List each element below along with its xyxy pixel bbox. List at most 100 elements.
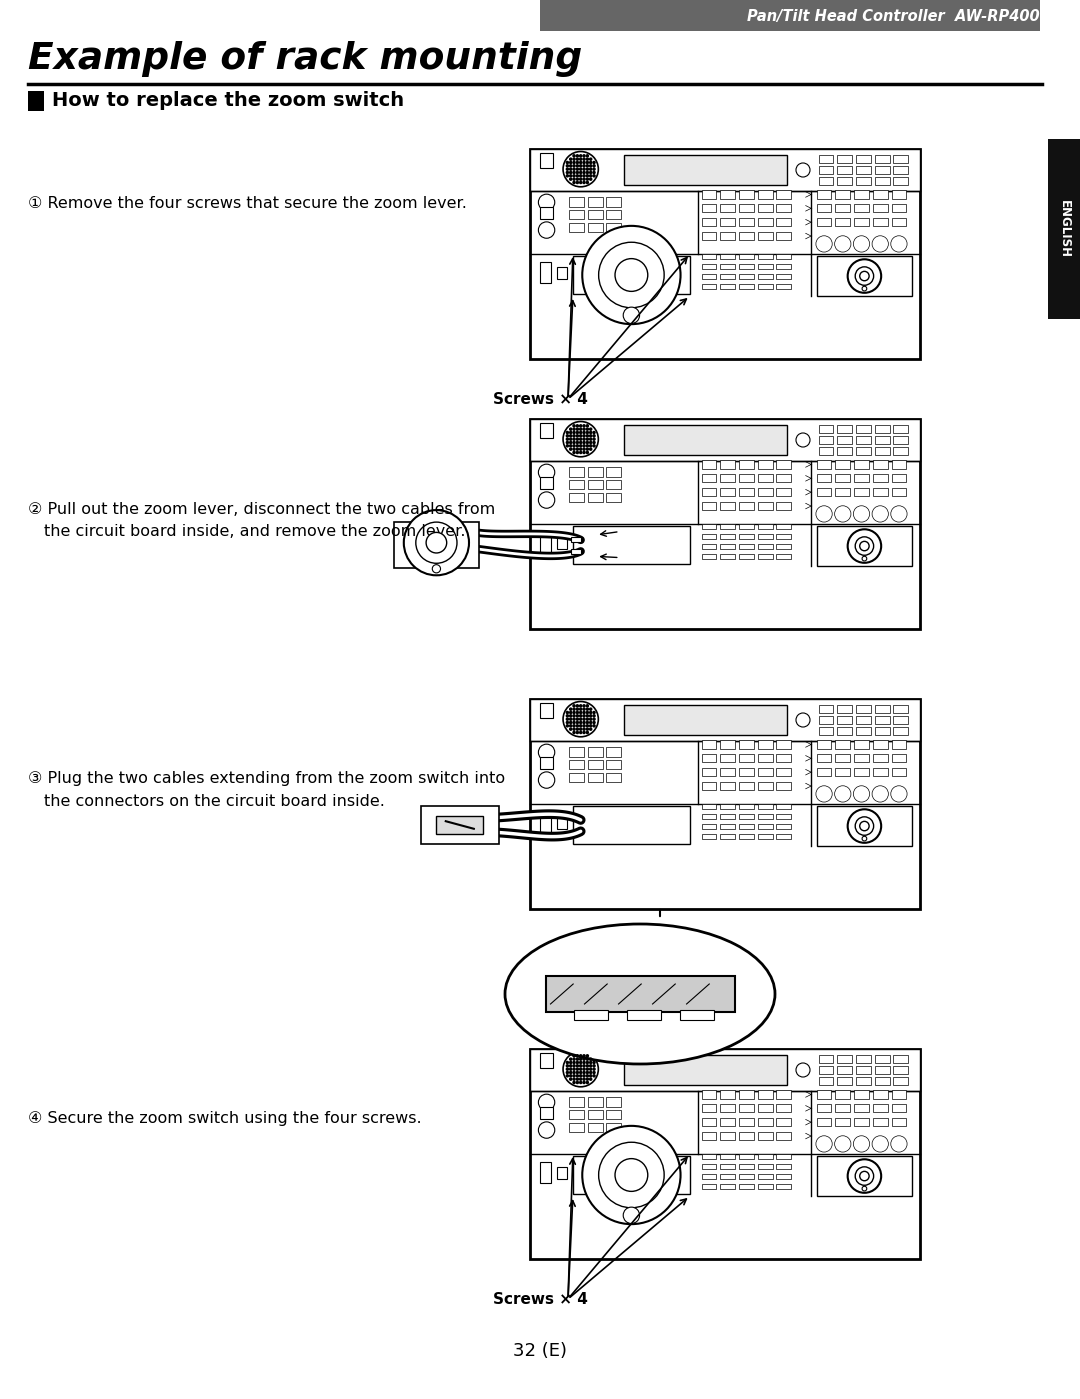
Circle shape <box>590 1067 592 1070</box>
Circle shape <box>586 732 589 733</box>
Bar <box>739 218 754 227</box>
Bar <box>777 803 792 809</box>
Circle shape <box>573 172 575 173</box>
Bar <box>875 155 890 162</box>
Circle shape <box>566 445 568 446</box>
Bar <box>758 754 772 762</box>
Circle shape <box>796 432 810 448</box>
Circle shape <box>586 448 589 450</box>
Circle shape <box>566 438 568 441</box>
Bar <box>572 806 690 844</box>
Circle shape <box>586 182 589 183</box>
Circle shape <box>573 158 575 161</box>
Circle shape <box>615 1158 648 1192</box>
Circle shape <box>593 1067 595 1070</box>
Bar <box>835 754 850 762</box>
Bar <box>819 155 834 162</box>
Circle shape <box>580 712 582 713</box>
Circle shape <box>580 1065 582 1067</box>
Bar <box>702 1104 716 1112</box>
Bar <box>816 460 832 469</box>
Circle shape <box>835 236 851 252</box>
Bar <box>816 526 913 567</box>
Bar <box>873 218 888 227</box>
Circle shape <box>580 725 582 727</box>
Bar <box>891 1118 906 1126</box>
Bar <box>571 537 581 543</box>
Circle shape <box>563 1052 598 1087</box>
Circle shape <box>590 1079 592 1080</box>
Bar <box>819 1077 834 1084</box>
Bar <box>837 166 852 173</box>
Circle shape <box>590 178 592 180</box>
Circle shape <box>586 425 589 427</box>
Bar <box>739 554 754 560</box>
Circle shape <box>566 1067 568 1070</box>
Bar <box>569 1109 584 1119</box>
Bar <box>816 1104 832 1112</box>
Bar <box>875 1066 890 1074</box>
Bar <box>837 425 852 432</box>
Circle shape <box>580 1079 582 1080</box>
Circle shape <box>853 1136 869 1151</box>
Bar <box>777 204 792 213</box>
Circle shape <box>566 1062 568 1063</box>
Circle shape <box>860 1171 869 1181</box>
Bar <box>893 155 908 162</box>
Circle shape <box>583 448 585 450</box>
Bar <box>777 284 792 290</box>
Bar <box>588 480 603 490</box>
Text: ENGLISH: ENGLISH <box>1057 200 1070 257</box>
Circle shape <box>590 428 592 431</box>
Circle shape <box>872 506 889 522</box>
Bar <box>702 544 716 550</box>
Circle shape <box>573 1065 575 1067</box>
Bar <box>739 1154 754 1158</box>
Circle shape <box>583 1081 585 1084</box>
Bar <box>720 544 735 550</box>
Bar <box>702 533 716 539</box>
Bar <box>540 263 552 284</box>
Bar <box>819 716 834 723</box>
Circle shape <box>577 1079 579 1080</box>
Bar <box>720 1132 735 1140</box>
Circle shape <box>593 1065 595 1067</box>
Circle shape <box>853 236 869 252</box>
Bar <box>571 548 581 554</box>
Circle shape <box>539 744 555 761</box>
Circle shape <box>590 722 592 723</box>
Circle shape <box>577 1067 579 1070</box>
Bar <box>530 1049 920 1259</box>
Text: 32 (E): 32 (E) <box>513 1342 567 1360</box>
Bar <box>739 263 754 269</box>
Circle shape <box>586 452 589 453</box>
Circle shape <box>569 1058 571 1060</box>
Circle shape <box>573 161 575 164</box>
Circle shape <box>583 161 585 164</box>
Bar <box>739 488 754 497</box>
Bar <box>545 977 734 1011</box>
Bar <box>837 1077 852 1084</box>
Bar <box>893 1055 908 1063</box>
Bar <box>875 1077 890 1084</box>
Circle shape <box>590 442 592 443</box>
Bar <box>720 814 735 820</box>
Circle shape <box>586 172 589 173</box>
Bar <box>758 1104 772 1112</box>
Circle shape <box>583 732 585 733</box>
Circle shape <box>586 705 589 706</box>
Circle shape <box>573 445 575 446</box>
Circle shape <box>815 1136 833 1151</box>
Circle shape <box>593 715 595 716</box>
Circle shape <box>582 225 680 325</box>
Circle shape <box>573 428 575 431</box>
Circle shape <box>569 165 571 166</box>
Circle shape <box>404 511 469 575</box>
Circle shape <box>580 435 582 436</box>
Bar <box>819 1055 834 1063</box>
Bar <box>720 190 735 199</box>
Bar <box>893 166 908 173</box>
Circle shape <box>573 442 575 443</box>
Circle shape <box>580 1081 582 1084</box>
Circle shape <box>573 178 575 180</box>
